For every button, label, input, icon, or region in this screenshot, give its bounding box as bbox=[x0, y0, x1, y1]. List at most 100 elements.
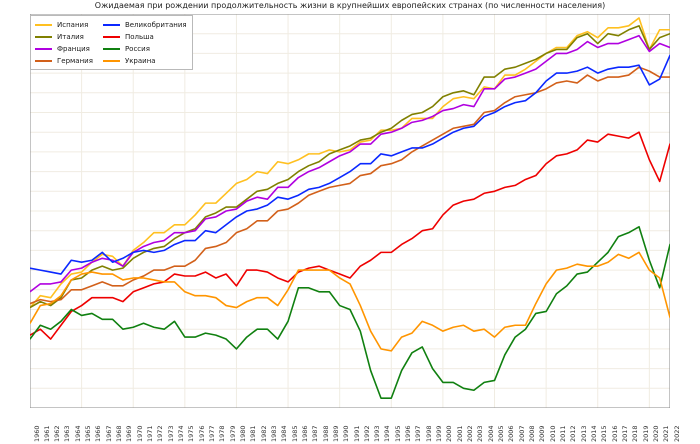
x-tick-label: 1991 bbox=[352, 425, 361, 442]
x-tick-label: 2000 bbox=[445, 425, 454, 442]
series-line-7 bbox=[30, 251, 670, 352]
x-tick-label: 1992 bbox=[362, 425, 371, 442]
legend-swatch-icon bbox=[35, 35, 52, 38]
legend-label: Великобритания bbox=[124, 20, 187, 29]
x-tick-label: 2012 bbox=[569, 425, 578, 442]
x-tick-label: 1971 bbox=[146, 425, 155, 442]
series-line-1 bbox=[30, 25, 670, 309]
x-tick-label: 1976 bbox=[197, 425, 206, 442]
x-tick-label: 1977 bbox=[207, 425, 216, 442]
x-tick-label: 1994 bbox=[383, 425, 392, 442]
x-tick-label: 1970 bbox=[135, 425, 144, 442]
x-tick-label: 1986 bbox=[300, 425, 309, 442]
x-tick-label: 2013 bbox=[579, 425, 588, 442]
legend-label: Испания bbox=[57, 20, 89, 29]
x-tick-label: 2003 bbox=[476, 425, 485, 442]
legend-label: Украина bbox=[124, 56, 156, 65]
x-tick-label: 1988 bbox=[321, 425, 330, 442]
legend-swatch-icon bbox=[35, 47, 52, 50]
series-line-4 bbox=[30, 54, 670, 275]
legend-swatch-icon bbox=[35, 23, 52, 26]
x-tick-label: 2021 bbox=[662, 425, 671, 442]
x-tick-label: 1979 bbox=[228, 425, 237, 442]
x-tick-label: 1998 bbox=[424, 425, 433, 442]
x-tick-label: 1997 bbox=[414, 425, 423, 442]
x-tick-label: 2018 bbox=[631, 425, 640, 442]
series-line-0 bbox=[30, 17, 670, 309]
legend-item-7[interactable]: Украина bbox=[102, 55, 187, 66]
x-tick-label: 2015 bbox=[600, 425, 609, 442]
x-tick-label: 1984 bbox=[280, 425, 289, 442]
legend-swatch-icon bbox=[102, 23, 120, 26]
x-tick-label: 2010 bbox=[548, 425, 557, 442]
legend-item-6[interactable]: Россия bbox=[102, 43, 187, 54]
x-tick-label: 1966 bbox=[94, 425, 103, 442]
legend-item-3[interactable]: Германия bbox=[35, 55, 93, 66]
x-tick-label: 1961 bbox=[42, 425, 51, 442]
x-tick-label: 1983 bbox=[269, 425, 278, 442]
x-tick-label: 1975 bbox=[187, 425, 196, 442]
x-tick-label: 2009 bbox=[538, 425, 547, 442]
x-tick-label: 2017 bbox=[620, 425, 629, 442]
series-line-2 bbox=[30, 34, 670, 293]
legend-item-0[interactable]: Испания bbox=[35, 19, 93, 30]
x-tick-label: 1974 bbox=[177, 425, 186, 442]
legend-item-2[interactable]: Франция bbox=[35, 43, 93, 54]
x-tick-label: 2006 bbox=[507, 425, 516, 442]
x-tick-label: 2019 bbox=[641, 425, 650, 442]
chart-svg: 6464656566666767686869697070717172727373… bbox=[30, 14, 670, 408]
legend-item-4[interactable]: Великобритания bbox=[102, 19, 187, 30]
x-tick-label: 2016 bbox=[610, 425, 619, 442]
x-tick-label: 2005 bbox=[497, 425, 506, 442]
legend-label: Франция bbox=[57, 44, 90, 53]
series-line-5 bbox=[30, 131, 670, 340]
x-tick-label: 1967 bbox=[104, 425, 113, 442]
legend-swatch-icon bbox=[35, 59, 52, 62]
legend-label: Германия bbox=[57, 56, 93, 65]
legend-label: Польша bbox=[124, 32, 154, 41]
x-tick-label: 1978 bbox=[218, 425, 227, 442]
x-tick-label: 1993 bbox=[373, 425, 382, 442]
x-tick-label: 1981 bbox=[249, 425, 258, 442]
x-tick-label: 1965 bbox=[84, 425, 93, 442]
legend-swatch-icon bbox=[102, 47, 120, 50]
x-tick-label: 2001 bbox=[455, 425, 464, 442]
x-tick-label: 1963 bbox=[63, 425, 72, 442]
x-tick-label: 1996 bbox=[404, 425, 413, 442]
x-tick-label: 1964 bbox=[73, 425, 82, 442]
x-axis-labels: 1960 1961 1962 1963 1964 1965 1966 1967 1968 1969… bbox=[30, 410, 681, 444]
series-line-3 bbox=[30, 66, 670, 305]
legend-item-1[interactable]: Италия bbox=[35, 31, 93, 42]
x-tick-label: 1973 bbox=[166, 425, 175, 442]
x-tick-label: 1960 bbox=[32, 425, 41, 442]
x-tick-label: 2020 bbox=[651, 425, 660, 442]
legend-label: Россия bbox=[124, 44, 150, 53]
x-tick-label: 1995 bbox=[393, 425, 402, 442]
x-tick-label: 1990 bbox=[342, 425, 351, 442]
x-tick-label: 1987 bbox=[311, 425, 320, 442]
legend-swatch-icon bbox=[102, 35, 120, 38]
plot-area: 6464656566666767686869697070717172727373… bbox=[30, 14, 670, 408]
x-tick-label: 2007 bbox=[517, 425, 526, 442]
legend: Испания Великобритания Италия Польша Франция… bbox=[30, 15, 193, 70]
x-tick-label: 2008 bbox=[527, 425, 536, 442]
x-tick-label: 2022 bbox=[672, 425, 681, 442]
legend-item-5[interactable]: Польша bbox=[102, 31, 187, 42]
x-tick-label: 1968 bbox=[115, 425, 124, 442]
x-tick-label: 1980 bbox=[238, 425, 247, 442]
legend-swatch-icon bbox=[102, 59, 120, 62]
x-tick-label: 1972 bbox=[156, 425, 165, 442]
x-tick-label: 1985 bbox=[290, 425, 299, 442]
x-tick-label: 2011 bbox=[558, 425, 567, 442]
x-tick-label: 1969 bbox=[125, 425, 134, 442]
series-line-6 bbox=[30, 225, 670, 399]
x-tick-label: 1989 bbox=[331, 425, 340, 442]
x-tick-label: 1982 bbox=[259, 425, 268, 442]
x-tick-label: 2002 bbox=[466, 425, 475, 442]
x-tick-label: 2014 bbox=[589, 425, 598, 442]
x-tick-label: 1999 bbox=[435, 425, 444, 442]
legend-label: Италия bbox=[57, 32, 84, 41]
x-tick-label: 2004 bbox=[486, 425, 495, 442]
x-tick-label: 1962 bbox=[53, 425, 62, 442]
